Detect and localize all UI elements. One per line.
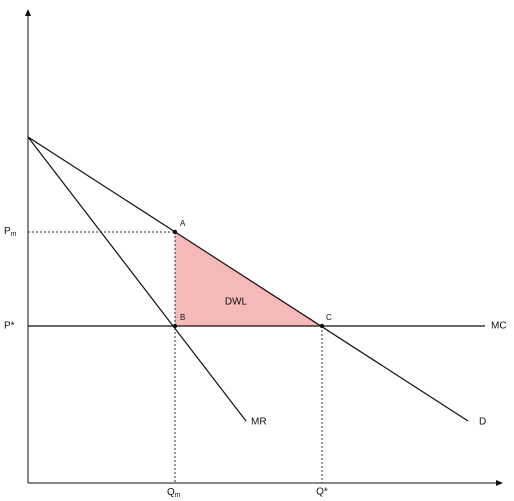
- pstar-label: P*: [4, 321, 15, 332]
- point-label: A: [180, 219, 186, 228]
- qm-label: Qm: [167, 487, 181, 499]
- point: [172, 323, 178, 329]
- demand-line: [27, 136, 469, 422]
- point: [172, 229, 178, 235]
- point-label: C: [326, 313, 332, 322]
- d-label: D: [479, 417, 486, 428]
- point: [319, 323, 325, 329]
- point-label: B: [180, 313, 185, 322]
- mr-line: [27, 136, 247, 422]
- mr-label: MR: [251, 417, 267, 428]
- dwl-label: DWL: [225, 297, 248, 308]
- qstar-label: Q*: [316, 487, 328, 498]
- pm-label: Pm: [4, 226, 17, 238]
- mc-label: MC: [491, 321, 507, 332]
